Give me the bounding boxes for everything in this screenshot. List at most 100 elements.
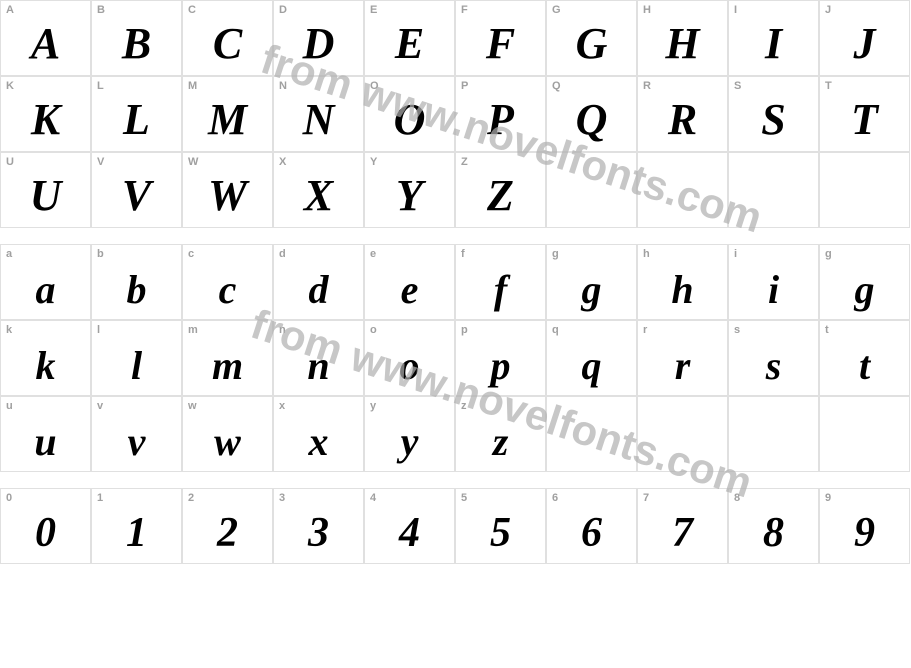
cell-label: T xyxy=(825,80,832,92)
glyph: f xyxy=(456,266,545,313)
cell-label: 2 xyxy=(188,492,194,504)
glyph: 8 xyxy=(729,509,818,557)
glyph: n xyxy=(274,342,363,389)
glyph-cell: rr xyxy=(637,320,728,396)
cell-label: 3 xyxy=(279,492,285,504)
cell-label: Q xyxy=(552,80,561,92)
cell-label: 8 xyxy=(734,492,740,504)
glyph-cell: WW xyxy=(182,152,273,228)
cell-label: K xyxy=(6,80,14,92)
cell-label: O xyxy=(370,80,379,92)
glyph: g xyxy=(547,266,636,313)
glyph-cell: NN xyxy=(273,76,364,152)
glyph: s xyxy=(729,342,818,389)
glyph: X xyxy=(274,170,363,221)
glyph: N xyxy=(274,94,363,145)
glyph: r xyxy=(638,342,727,389)
glyph-cell: 22 xyxy=(182,488,273,564)
cell-label: 7 xyxy=(643,492,649,504)
glyph: A xyxy=(1,18,90,69)
glyph-cell: vv xyxy=(91,396,182,472)
glyph: P xyxy=(456,94,545,145)
glyph-cell xyxy=(819,396,910,472)
glyph-cell: dd xyxy=(273,244,364,320)
glyph: V xyxy=(92,170,181,221)
cell-label: V xyxy=(97,156,104,168)
glyph-cell: gg xyxy=(546,244,637,320)
glyph: U xyxy=(1,170,90,221)
glyph-cell: SS xyxy=(728,76,819,152)
glyph: g xyxy=(820,266,909,313)
cell-label: 6 xyxy=(552,492,558,504)
glyph-cell: pp xyxy=(455,320,546,396)
glyph: v xyxy=(92,418,181,465)
glyph-cell xyxy=(637,152,728,228)
glyph: p xyxy=(456,342,545,389)
cell-label: W xyxy=(188,156,198,168)
glyph: m xyxy=(183,342,272,389)
glyph: 9 xyxy=(820,509,909,557)
glyph-cell: nn xyxy=(273,320,364,396)
glyph-cell: 11 xyxy=(91,488,182,564)
glyph-cell: EE xyxy=(364,0,455,76)
glyph-cell xyxy=(728,152,819,228)
cell-label: w xyxy=(188,400,197,412)
glyph: W xyxy=(183,170,272,221)
cell-label: m xyxy=(188,324,198,336)
glyph: C xyxy=(183,18,272,69)
cell-label: d xyxy=(279,248,286,260)
glyph: 1 xyxy=(92,509,181,557)
glyph: K xyxy=(1,94,90,145)
glyph-cell: ZZ xyxy=(455,152,546,228)
glyph-cell: II xyxy=(728,0,819,76)
glyph-cell: ff xyxy=(455,244,546,320)
glyph-cell xyxy=(819,152,910,228)
glyph-cell: TT xyxy=(819,76,910,152)
glyph-cell: hh xyxy=(637,244,728,320)
cell-label: E xyxy=(370,4,377,16)
glyph-cell: ee xyxy=(364,244,455,320)
glyph-cell xyxy=(546,152,637,228)
glyph-cell: 77 xyxy=(637,488,728,564)
cell-label: g xyxy=(552,248,559,260)
cell-label: 9 xyxy=(825,492,831,504)
cell-label: C xyxy=(188,4,196,16)
cell-label: z xyxy=(461,400,467,412)
cell-label: f xyxy=(461,248,465,260)
glyph-cell: 55 xyxy=(455,488,546,564)
glyph-cell: UU xyxy=(0,152,91,228)
glyph: L xyxy=(92,94,181,145)
glyph: T xyxy=(820,94,909,145)
cell-label: 0 xyxy=(6,492,12,504)
glyph: Y xyxy=(365,170,454,221)
glyph: Z xyxy=(456,170,545,221)
cell-label: B xyxy=(97,4,105,16)
glyph-cell: MM xyxy=(182,76,273,152)
glyph: a xyxy=(1,266,90,313)
glyph-cell: FF xyxy=(455,0,546,76)
glyph-cell: xx xyxy=(273,396,364,472)
glyph: h xyxy=(638,266,727,313)
cell-label: H xyxy=(643,4,651,16)
glyph-cell: YY xyxy=(364,152,455,228)
font-character-map: AABBCCDDEEFFGGHHIIJJKKLLMMNNOOPPQQRRSSTT… xyxy=(0,0,911,668)
cell-label: q xyxy=(552,324,559,336)
glyph: x xyxy=(274,418,363,465)
cell-label: l xyxy=(97,324,100,336)
cell-label: U xyxy=(6,156,14,168)
glyph-row: aabbccddeeffgghhiigg xyxy=(0,244,910,320)
glyph-cell: qq xyxy=(546,320,637,396)
glyph-cell: HH xyxy=(637,0,728,76)
cell-label: A xyxy=(6,4,14,16)
glyph-cell: QQ xyxy=(546,76,637,152)
glyph: l xyxy=(92,342,181,389)
cell-label: c xyxy=(188,248,194,260)
glyph-cell: cc xyxy=(182,244,273,320)
glyph-cell: RR xyxy=(637,76,728,152)
glyph-cell: zz xyxy=(455,396,546,472)
cell-label: N xyxy=(279,80,287,92)
glyph-row: KKLLMMNNOOPPQQRRSSTT xyxy=(0,76,910,152)
cell-label: r xyxy=(643,324,647,336)
cell-label: P xyxy=(461,80,468,92)
cell-label: 5 xyxy=(461,492,467,504)
